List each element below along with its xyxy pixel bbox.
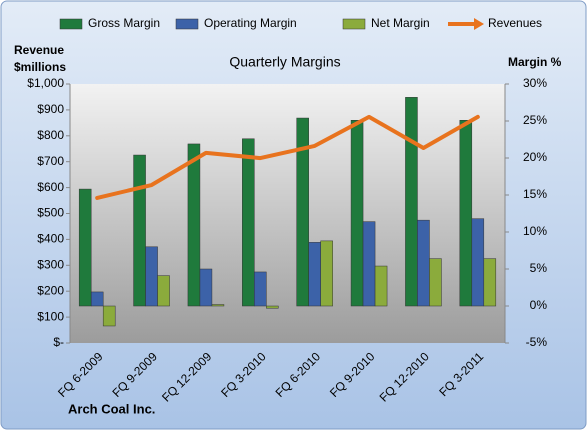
bar xyxy=(417,219,430,307)
y-tick-label: $100 xyxy=(37,309,64,323)
bar xyxy=(157,275,170,307)
bar xyxy=(78,188,92,307)
bar xyxy=(308,242,321,307)
y2-tick-label: 0% xyxy=(530,298,548,312)
bar xyxy=(102,305,116,327)
bar xyxy=(90,291,104,307)
y-tick-label: $700 xyxy=(37,154,64,168)
y-axis-label: $millions xyxy=(14,60,66,74)
legend-swatch xyxy=(175,18,199,30)
bar xyxy=(405,97,418,307)
y-tick-label: $- xyxy=(53,335,64,349)
bar xyxy=(254,271,267,307)
bar xyxy=(374,265,388,307)
bar xyxy=(211,304,225,307)
bar xyxy=(145,246,158,307)
y-tick-label: $300 xyxy=(37,257,64,271)
y2-tick-label: 20% xyxy=(523,150,547,164)
bar xyxy=(242,138,255,307)
legend-swatch xyxy=(474,18,484,30)
bar xyxy=(199,268,213,307)
y-tick-label: $600 xyxy=(37,180,64,194)
bar xyxy=(296,117,309,307)
footer: Arch Coal Inc. xyxy=(68,401,155,416)
bar xyxy=(187,143,201,307)
legend-label: Gross Margin xyxy=(88,16,160,30)
y2-tick-label: 10% xyxy=(523,224,547,238)
y2-tick-label: 30% xyxy=(523,76,547,90)
legend-label: Operating Margin xyxy=(204,16,297,30)
y-tick-label: $800 xyxy=(37,128,64,142)
legend-label: Net Margin xyxy=(371,16,430,30)
y-tick-label: $500 xyxy=(37,206,64,220)
y2-axis-label: Margin % xyxy=(508,55,562,69)
bar xyxy=(471,218,485,307)
y2-tick-label: 15% xyxy=(523,187,547,201)
y2-tick-label: 5% xyxy=(530,261,548,275)
y-tick-label: $400 xyxy=(37,232,64,246)
bar xyxy=(362,221,376,307)
y2-tick-label: -5% xyxy=(526,335,548,349)
bar xyxy=(266,305,279,309)
bar xyxy=(459,120,473,307)
bar xyxy=(350,120,364,307)
legend-swatch xyxy=(59,18,83,30)
line xyxy=(95,114,480,200)
y-tick-label: $900 xyxy=(37,102,64,116)
y2-tick-label: 25% xyxy=(523,113,547,127)
bar xyxy=(320,240,333,307)
bar xyxy=(133,154,146,307)
y-tick-label: $1,000 xyxy=(27,76,64,90)
legend-swatch xyxy=(342,18,366,30)
bar xyxy=(483,258,497,307)
y-axis-label: Revenue xyxy=(14,43,64,57)
chart-title: Quarterly Margins xyxy=(229,54,340,70)
y-tick-label: $200 xyxy=(37,283,64,297)
bar xyxy=(429,258,442,307)
legend-label: Revenues xyxy=(488,16,542,30)
